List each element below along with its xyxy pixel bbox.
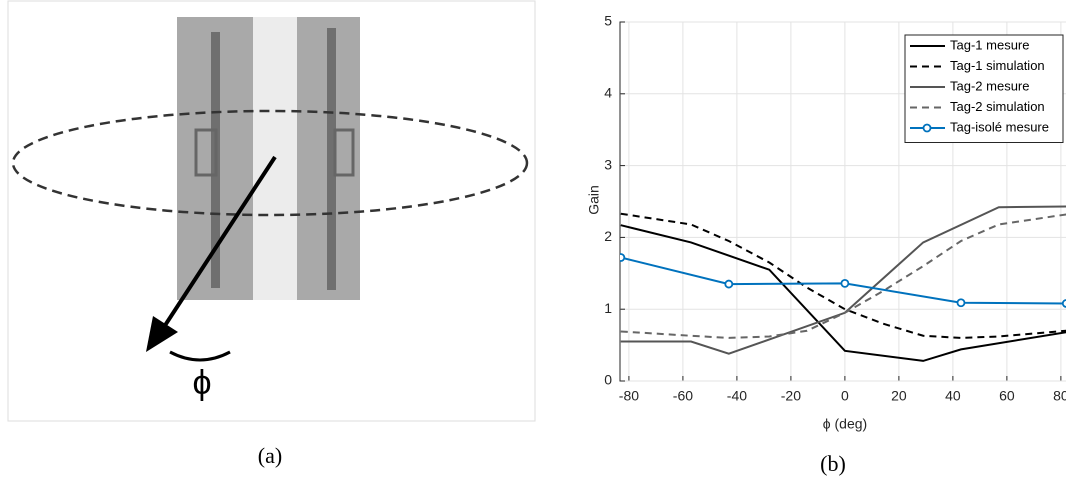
x-tick-label: -20 [781, 388, 801, 404]
caption: (a) [258, 443, 282, 468]
y-axis-label: Gain [586, 185, 602, 215]
point [1061, 299, 1066, 308]
point [956, 298, 966, 308]
lines [620, 205, 1066, 362]
x-tick-label: 40 [945, 388, 961, 404]
point [620, 253, 626, 262]
y-tick-label: 5 [604, 13, 612, 29]
x-tick-label: 0 [841, 388, 849, 404]
phi-symbol: ϕ [192, 364, 211, 402]
legend-label: Tag-1 simulation [950, 58, 1045, 73]
point [724, 279, 734, 289]
arrow [160, 155, 277, 332]
y-tick-label: 0 [604, 372, 612, 388]
rotation-ellipse [11, 109, 529, 217]
caption: (b) [820, 451, 846, 476]
legend-marker [922, 123, 932, 133]
tag-loop [333, 128, 355, 177]
tag [327, 28, 336, 290]
x-axis-label: ϕ (deg) [823, 416, 867, 432]
y-tick-label: 3 [604, 156, 612, 172]
x-tick-label: -80 [619, 388, 639, 404]
arrow-head [146, 316, 178, 352]
legend-label: Tag-2 mesure [950, 78, 1029, 93]
legend: Tag-1 mesure Tag-1 simulation Tag-2 mesure… [904, 34, 1064, 143]
y-tick-label: 4 [604, 85, 612, 101]
tag-loop [194, 128, 218, 177]
y-tick-label: 2 [604, 228, 612, 244]
grid [620, 21, 1066, 382]
legend-label: Tag-2 simulation [950, 99, 1045, 114]
x-tick-label: -40 [727, 388, 747, 404]
legend-label: Tag-isolé mesure [950, 119, 1049, 134]
point [840, 278, 850, 288]
x-tick-label: 80 [1053, 388, 1066, 404]
y-tick-label: 1 [604, 300, 612, 316]
photo-panel: ϕ [7, 0, 536, 422]
x-tick-label: 20 [891, 388, 907, 404]
series-line [620, 224, 1066, 362]
series-line [620, 212, 1066, 339]
x-tick-label: 60 [999, 388, 1015, 404]
x-tick-label: -60 [673, 388, 693, 404]
legend-box [904, 34, 1064, 143]
rotation-arc [169, 350, 231, 362]
series-line [620, 213, 1066, 339]
legend-label: Tag-1 mesure [950, 37, 1029, 52]
